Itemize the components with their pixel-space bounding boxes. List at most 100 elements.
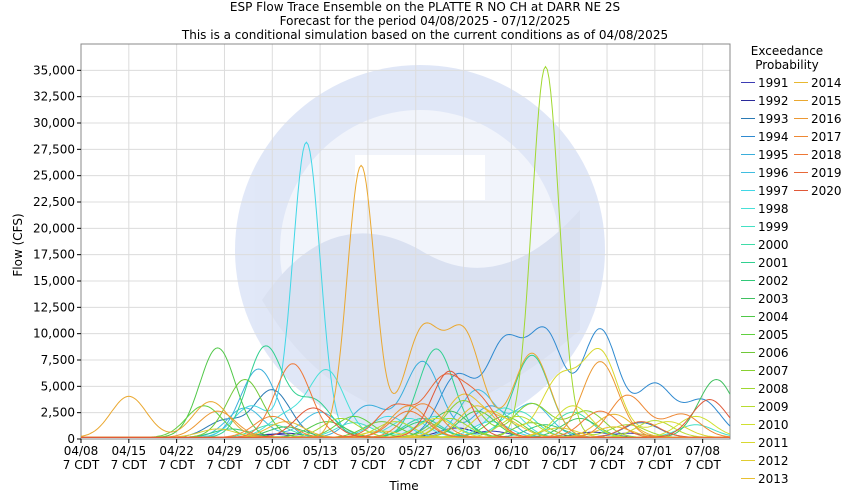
- legend-swatch: [741, 478, 755, 479]
- legend-swatch: [741, 118, 755, 119]
- legend-label: 2012: [758, 454, 789, 468]
- x-tick-label-time: 7 CDT: [254, 458, 291, 472]
- legend-swatch: [741, 82, 755, 83]
- legend-swatch: [794, 136, 808, 137]
- legend-swatch: [741, 352, 755, 353]
- legend-item-2002: 2002: [741, 274, 789, 288]
- legend-label: 2000: [758, 238, 789, 252]
- legend-label: 2019: [811, 166, 842, 180]
- y-tick-label: 35,000: [33, 63, 75, 77]
- legend-item-2007: 2007: [741, 364, 789, 378]
- legend-swatch: [741, 226, 755, 227]
- x-tick-label-time: 7 CDT: [493, 458, 530, 472]
- x-tick-label-time: 7 CDT: [63, 458, 100, 472]
- legend-title: Exceedance Probability: [737, 44, 837, 72]
- plot-border: [80, 43, 731, 440]
- legend-item-1997: 1997: [741, 184, 789, 198]
- y-tick-label: 0: [67, 432, 75, 446]
- y-tick-label: 2,500: [41, 406, 75, 420]
- legend-label: 2017: [811, 130, 842, 144]
- x-tick-label-date: 07/01: [638, 444, 673, 458]
- legend-label: 2020: [811, 184, 842, 198]
- legend-swatch: [794, 118, 808, 119]
- legend-swatch: [741, 298, 755, 299]
- legend-label: 1992: [758, 94, 789, 108]
- legend-swatch: [794, 190, 808, 191]
- legend-label: 2001: [758, 256, 789, 270]
- series-line-2016: [81, 361, 730, 438]
- x-tick-label-time: 7 CDT: [158, 458, 195, 472]
- chart-title-line-2: Forecast for the period 04/08/2025 - 07/…: [279, 14, 571, 28]
- legend-swatch: [741, 136, 755, 137]
- x-tick-label-time: 7 CDT: [398, 458, 435, 472]
- legend-item-2014: 2014: [794, 76, 842, 90]
- legend-label: 2018: [811, 148, 842, 162]
- chart-title: ESP Flow Trace Ensemble on the PLATTE R …: [0, 0, 850, 42]
- legend-item-1992: 1992: [741, 94, 789, 108]
- chart-title-line-1: ESP Flow Trace Ensemble on the PLATTE R …: [229, 0, 621, 14]
- legend-item-2010: 2010: [741, 418, 789, 432]
- legend-title-line-2: Probability: [755, 58, 819, 72]
- legend-item-2016: 2016: [794, 112, 842, 126]
- y-tick-label: 12,500: [33, 300, 75, 314]
- legend-item-2015: 2015: [794, 94, 842, 108]
- legend-item-2006: 2006: [741, 346, 789, 360]
- x-tick-label-date: 06/24: [590, 444, 625, 458]
- y-tick-label: 30,000: [33, 116, 75, 130]
- legend-item-2005: 2005: [741, 328, 789, 342]
- legend-label: 2003: [758, 292, 789, 306]
- x-tick-label-time: 7 CDT: [445, 458, 482, 472]
- legend-item-2020: 2020: [794, 184, 842, 198]
- legend-item-2012: 2012: [741, 454, 789, 468]
- legend-item-1999: 1999: [741, 220, 789, 234]
- legend-swatch: [741, 424, 755, 425]
- legend-item-1995: 1995: [741, 148, 789, 162]
- legend-swatch: [741, 442, 755, 443]
- y-tick-label: 10,000: [33, 327, 75, 341]
- legend-swatch: [741, 190, 755, 191]
- series-line-2020: [81, 370, 731, 438]
- x-tick-label-time: 7 CDT: [541, 458, 578, 472]
- y-axis-title: Flow (CFS): [11, 213, 25, 276]
- series-layer: [80, 65, 731, 438]
- y-tick-label: 5,000: [41, 379, 75, 393]
- legend-item-1998: 1998: [741, 202, 789, 216]
- legend-swatch: [741, 460, 755, 461]
- legend-item-2003: 2003: [741, 292, 789, 306]
- legend-label: 1998: [758, 202, 789, 216]
- x-tick-label-date: 04/29: [207, 444, 242, 458]
- legend-label: 2006: [758, 346, 789, 360]
- x-tick-label-date: 06/17: [542, 444, 577, 458]
- y-tick-label: 25,000: [33, 169, 75, 183]
- legend-swatch: [741, 388, 755, 389]
- legend-item-1996: 1996: [741, 166, 789, 180]
- y-tick-label: 22,500: [33, 195, 75, 209]
- x-tick-label-time: 7 CDT: [206, 458, 243, 472]
- legend-item-2017: 2017: [794, 130, 842, 144]
- legend-item-2011: 2011: [741, 436, 789, 450]
- x-tick-label-date: 07/08: [685, 444, 720, 458]
- x-tick-label-time: 7 CDT: [111, 458, 148, 472]
- legend-label: 2010: [758, 418, 789, 432]
- legend-label: 1994: [758, 130, 789, 144]
- legend-swatch: [741, 334, 755, 335]
- legend-item-1991: 1991: [741, 76, 789, 90]
- legend-title-line-1: Exceedance: [750, 44, 824, 58]
- legend-item-2013: 2013: [741, 472, 789, 486]
- legend-item-1993: 1993: [741, 112, 789, 126]
- x-tick-label-time: 7 CDT: [302, 458, 339, 472]
- legend-label: 1996: [758, 166, 789, 180]
- legend-item-1994: 1994: [741, 130, 789, 144]
- legend-swatch: [741, 370, 755, 371]
- legend-swatch: [741, 208, 755, 209]
- y-tick-label: 15,000: [33, 274, 75, 288]
- x-tick-label-time: 7 CDT: [350, 458, 387, 472]
- legend-swatch: [794, 82, 808, 83]
- legend-label: 2016: [811, 112, 842, 126]
- legend-swatch: [741, 316, 755, 317]
- legend-swatch: [794, 100, 808, 101]
- y-tick-label: 27,500: [33, 142, 75, 156]
- legend-label: 1991: [758, 76, 789, 90]
- chart-title-line-3: This is a conditional simulation based o…: [181, 28, 669, 42]
